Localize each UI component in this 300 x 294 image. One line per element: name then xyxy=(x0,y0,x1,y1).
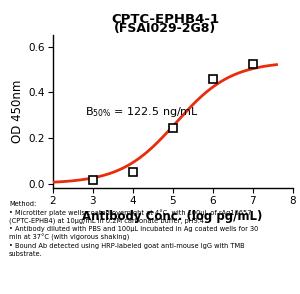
Text: Method:
• Microtiter plate wells coated overnight at 4°C  with 100μL of rAg10657: Method: • Microtiter plate wells coated … xyxy=(9,201,258,257)
X-axis label: Antibody Conc. (log pg/mL): Antibody Conc. (log pg/mL) xyxy=(82,210,263,223)
Text: B$_{50\%}$ = 122.5 ng/mL: B$_{50\%}$ = 122.5 ng/mL xyxy=(85,105,199,119)
Text: CPTC-EPHB4-1: CPTC-EPHB4-1 xyxy=(111,13,219,26)
Text: (FSAI029-2G8): (FSAI029-2G8) xyxy=(114,22,216,35)
Y-axis label: OD 450nm: OD 450nm xyxy=(11,80,24,143)
